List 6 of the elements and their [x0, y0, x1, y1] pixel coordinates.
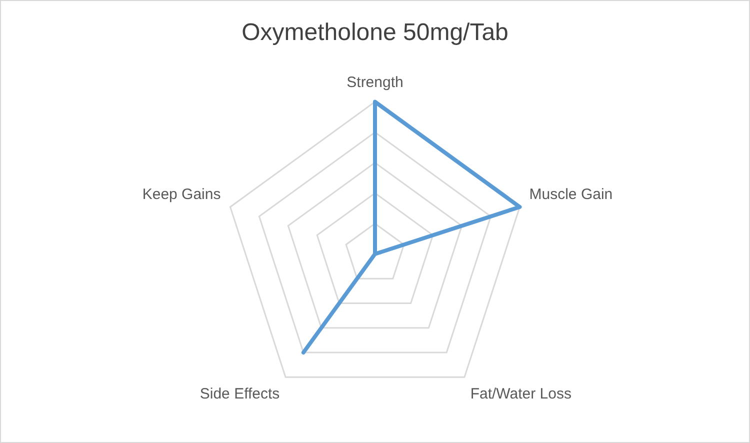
spoke-label: Keep Gains [142, 186, 221, 204]
spoke-label: Muscle Gain [529, 186, 613, 204]
spoke-label: Strength [346, 74, 404, 91]
spoke-label: Side Effects [200, 385, 280, 402]
spoke-label: Fat/Water Loss [470, 385, 572, 402]
chart-title: Oxymetholone 50mg/Tab [242, 19, 508, 46]
